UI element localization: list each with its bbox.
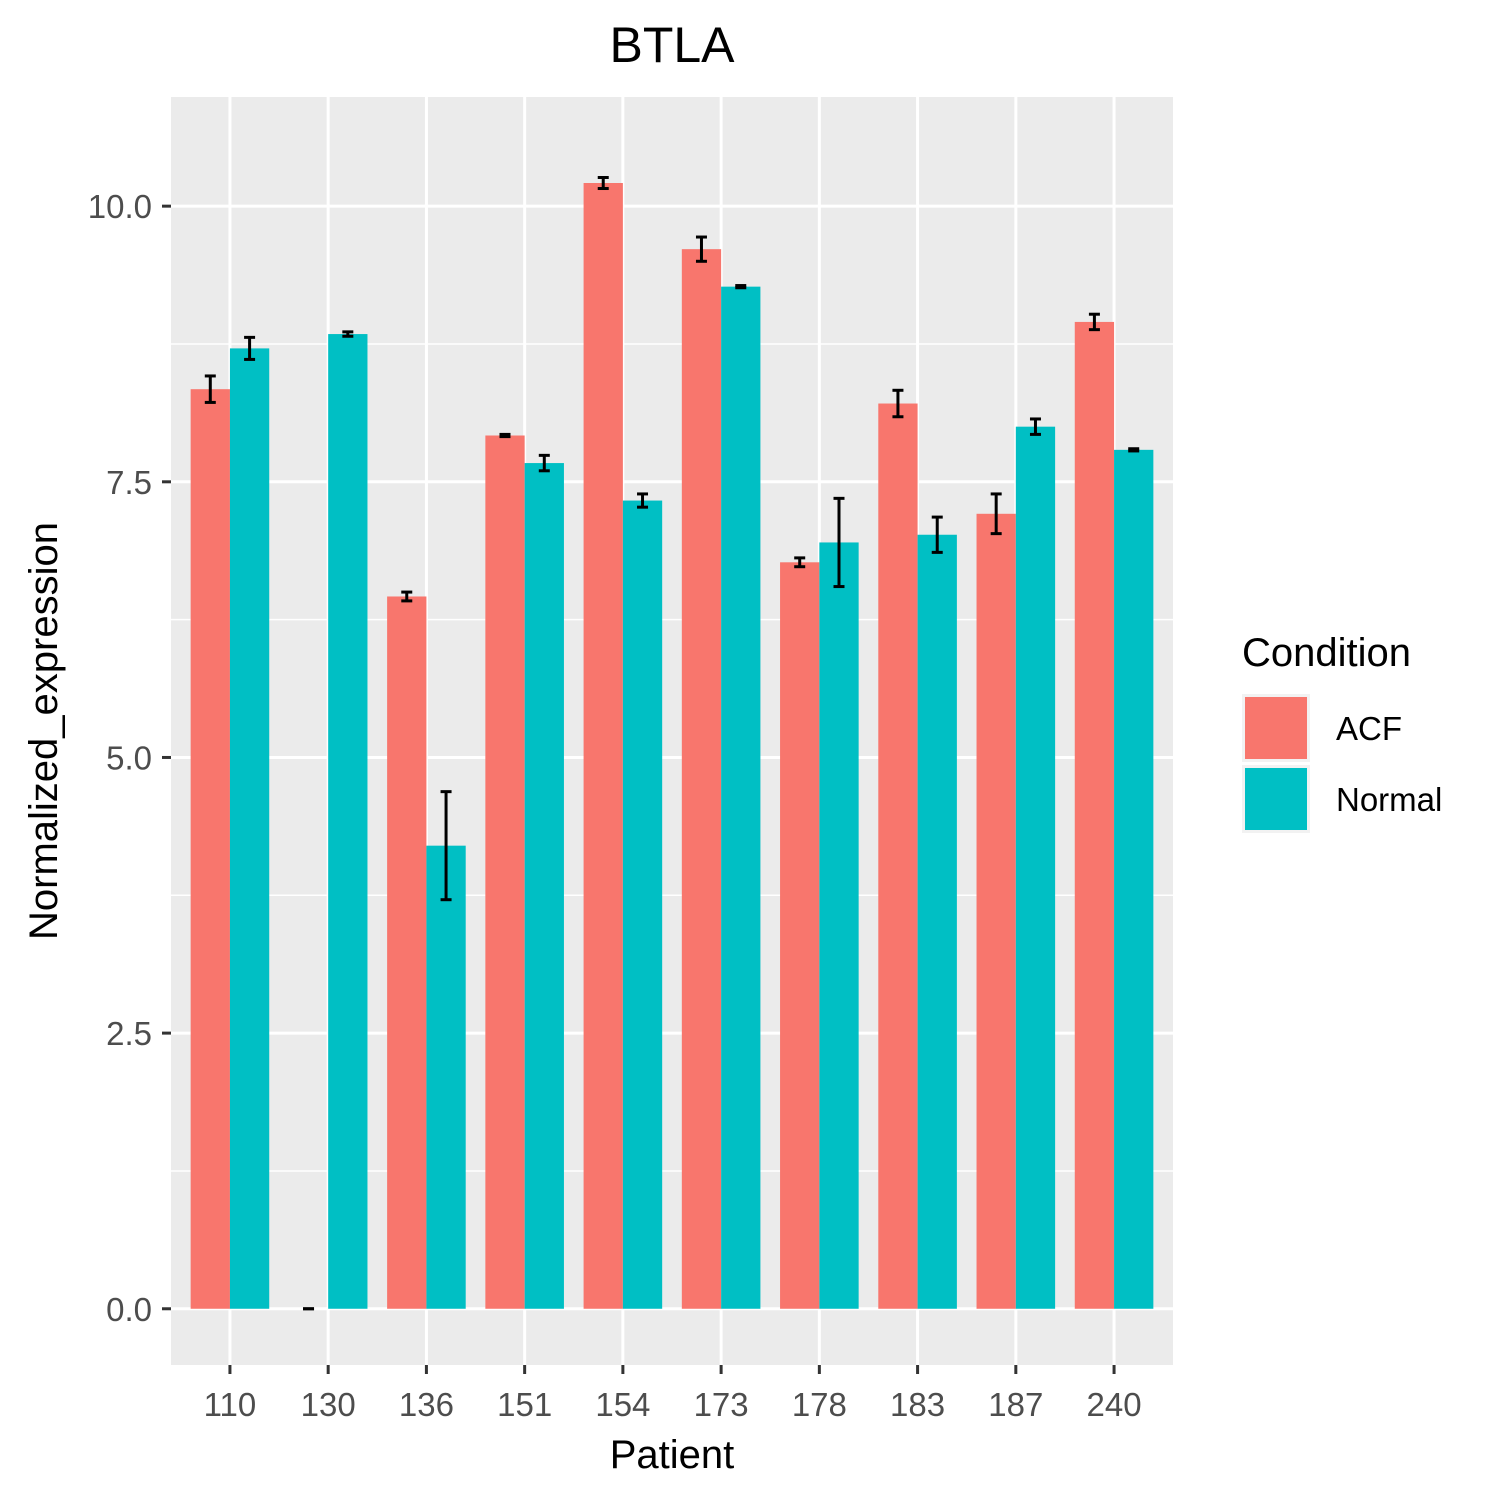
error-bar <box>401 590 413 603</box>
error-bar <box>1088 312 1100 332</box>
bar <box>485 435 525 1309</box>
x-tick-label: 183 <box>890 1386 945 1423</box>
legend-title: Condition <box>1242 631 1411 675</box>
bar <box>328 334 368 1309</box>
bar <box>190 389 230 1309</box>
x-axis-ticks: 110 130 136 151 154 173 178 183 187 240 <box>204 1365 1142 1423</box>
error-bar <box>735 284 747 290</box>
legend-swatch <box>1245 768 1307 830</box>
error-bars <box>204 175 1140 1311</box>
bar <box>583 183 623 1309</box>
legend-items: ACF Normal <box>1242 694 1442 833</box>
bar <box>229 348 270 1309</box>
error-bar <box>342 330 354 338</box>
y-tick-label: 7.5 <box>106 464 152 501</box>
legend-label: ACF <box>1336 710 1402 747</box>
error-bar <box>1029 417 1041 436</box>
x-tick-label: 240 <box>1087 1386 1142 1423</box>
error-bar <box>990 492 1002 536</box>
x-tick-label: 110 <box>204 1386 257 1423</box>
bar <box>976 513 1016 1309</box>
x-tick-label: 136 <box>399 1386 454 1423</box>
legend-swatch <box>1245 697 1307 759</box>
bar <box>622 500 663 1309</box>
bar <box>1015 426 1056 1309</box>
y-tick-label: 2.5 <box>106 1015 152 1052</box>
error-bar <box>637 492 649 509</box>
x-axis-label: Patient <box>610 1433 735 1477</box>
y-tick-label: 10.0 <box>88 188 152 225</box>
bar <box>1074 321 1115 1309</box>
x-tick-label: 130 <box>301 1386 356 1423</box>
bar <box>426 845 466 1309</box>
bar <box>524 463 564 1309</box>
x-tick-label: 173 <box>694 1386 749 1423</box>
bar <box>681 249 722 1309</box>
error-bar <box>440 790 452 902</box>
bars <box>190 183 1154 1309</box>
bar <box>878 403 918 1309</box>
error-bar <box>892 388 904 419</box>
y-tick-label: 5.0 <box>106 739 152 776</box>
error-bar <box>931 515 943 554</box>
bar <box>1114 449 1154 1309</box>
bar <box>387 596 427 1309</box>
error-bar <box>794 556 806 569</box>
x-tick-label: 154 <box>595 1386 650 1423</box>
error-bar <box>1128 447 1140 453</box>
x-tick-label: 178 <box>792 1386 847 1423</box>
bar <box>819 542 859 1309</box>
error-bar <box>695 235 707 263</box>
y-tick-label: 0.0 <box>106 1291 152 1328</box>
error-bar <box>538 453 550 473</box>
legend: Condition ACF Normal <box>1242 631 1442 833</box>
y-axis-ticks: 0.0 2.5 5.0 7.5 10.0 <box>88 188 171 1328</box>
legend-item: Normal <box>1242 765 1442 833</box>
error-bar <box>597 175 609 191</box>
chart-title: BTLA <box>609 17 735 73</box>
bar <box>721 286 761 1309</box>
x-tick-label: 187 <box>988 1386 1043 1423</box>
legend-item: ACF <box>1242 694 1402 762</box>
error-bar <box>244 335 256 361</box>
bar <box>780 562 820 1309</box>
x-tick-label: 151 <box>497 1386 552 1423</box>
bar <box>917 534 957 1309</box>
error-bar <box>833 496 845 589</box>
legend-label: Normal <box>1336 781 1442 818</box>
error-bar <box>204 374 216 404</box>
error-bar <box>499 432 511 439</box>
y-axis-label: Normalized_expression <box>22 522 66 940</box>
